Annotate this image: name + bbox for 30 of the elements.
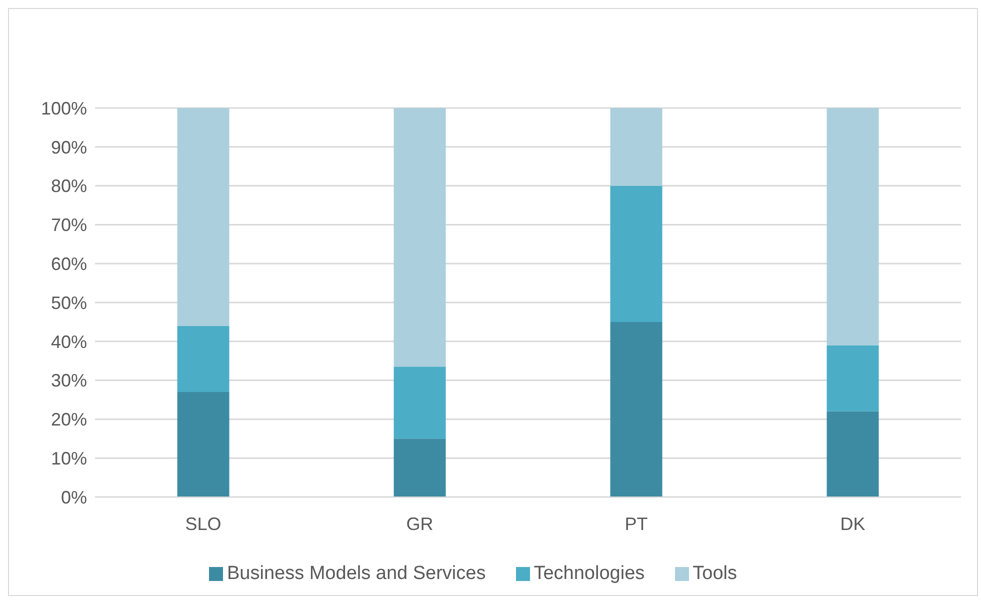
y-tick-label: 10% xyxy=(50,448,87,468)
bar xyxy=(394,366,446,439)
bar xyxy=(394,438,446,497)
bar xyxy=(826,345,879,412)
bar xyxy=(177,326,230,392)
bar xyxy=(610,186,662,322)
x-tick-label: GR xyxy=(406,514,434,534)
y-tick-label: 20% xyxy=(50,410,87,430)
bar xyxy=(177,392,230,497)
y-tick-label: 90% xyxy=(50,137,87,158)
y-tick-label: 30% xyxy=(50,370,87,391)
legend-label: Tools xyxy=(692,563,738,584)
legend-label: Technologies xyxy=(534,563,645,584)
x-tick-label: DK xyxy=(840,514,866,534)
bar xyxy=(826,411,879,497)
y-tick-label: 60% xyxy=(50,254,87,274)
bar xyxy=(394,108,446,367)
x-tick-label: SLO xyxy=(185,514,222,534)
bar xyxy=(610,108,662,186)
y-tick-label: 0% xyxy=(60,487,87,508)
bar xyxy=(826,108,879,346)
x-tick-label: PT xyxy=(624,514,648,534)
bar xyxy=(610,322,662,497)
y-tick-label: 100% xyxy=(40,98,87,118)
bar xyxy=(177,108,230,326)
y-tick-label: 80% xyxy=(50,176,87,196)
y-tick-label: 70% xyxy=(50,215,87,236)
y-tick-label: 50% xyxy=(50,292,87,313)
legend-label: Business Models and Services xyxy=(226,563,486,584)
y-tick-label: 40% xyxy=(50,332,87,352)
